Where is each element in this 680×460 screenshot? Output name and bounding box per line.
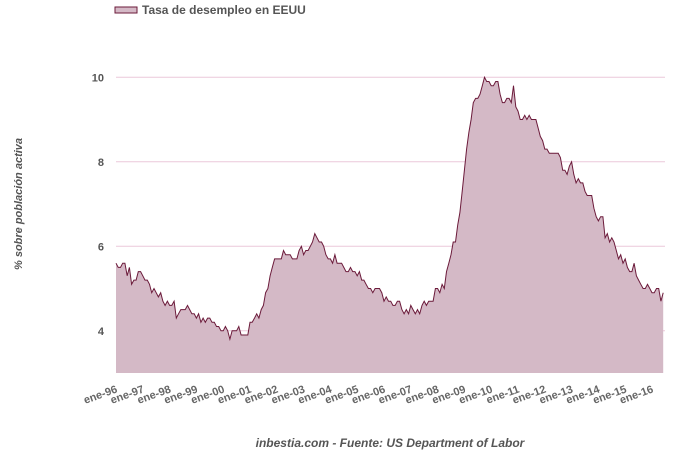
y-tick-label: 4 xyxy=(98,326,105,338)
legend-swatch xyxy=(114,6,138,14)
series-area xyxy=(116,77,664,374)
y-axis-label: % sobre población activa xyxy=(13,138,25,270)
y-tick-label: 8 xyxy=(98,157,104,169)
legend: Tasa de desempleo en EEUU xyxy=(114,3,306,17)
series-line xyxy=(115,75,664,342)
legend-label: Tasa de desempleo en EEUU xyxy=(142,3,306,17)
y-tick-label: 6 xyxy=(98,241,104,253)
source-caption: inbestia.com - Fuente: US Department of … xyxy=(256,436,526,450)
y-tick-label: 10 xyxy=(92,72,104,84)
